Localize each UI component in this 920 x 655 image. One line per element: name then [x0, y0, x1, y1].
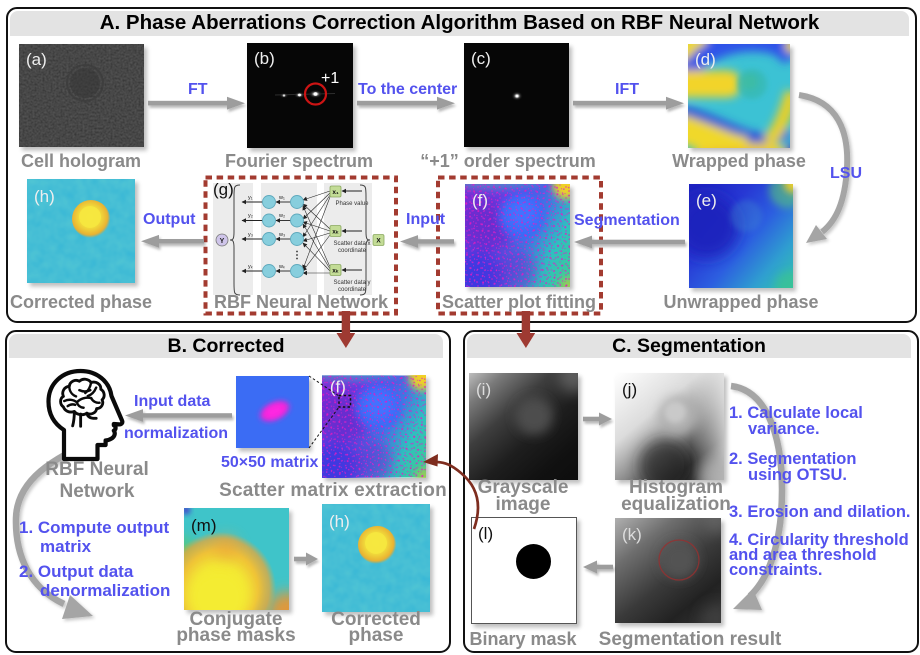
svg-text:(i): (i): [476, 380, 491, 399]
svg-text:X: X: [376, 238, 381, 245]
svg-text:y₁: y₁: [248, 195, 253, 201]
svg-text:(f): (f): [472, 191, 488, 210]
svg-text:Scatter data y: Scatter data y: [333, 280, 370, 286]
svg-text:w₂: w₂: [278, 213, 285, 219]
svg-text:(g): (g): [213, 180, 234, 199]
svg-text:(f): (f): [330, 377, 346, 396]
svg-text:(m): (m): [191, 516, 216, 535]
svg-text:w₁: w₁: [278, 195, 285, 201]
svg-text:(l): (l): [478, 524, 493, 543]
svg-text:+1: +1: [321, 70, 339, 87]
svg-text:y₃: y₃: [248, 232, 253, 238]
svg-text:xₖ: xₖ: [332, 229, 339, 236]
svg-text:(e): (e): [696, 191, 717, 210]
svg-text:(c): (c): [471, 49, 491, 68]
svg-text:(j): (j): [622, 380, 637, 399]
svg-text:(h): (h): [34, 187, 55, 206]
svg-text:coordinate: coordinate: [338, 248, 367, 254]
svg-text:(h): (h): [329, 512, 350, 531]
svg-text:wₖ: wₖ: [278, 264, 286, 270]
svg-text:Scatter data x: Scatter data x: [333, 241, 370, 247]
svg-text:x₁: x₁: [332, 189, 339, 196]
svg-text:xₖ: xₖ: [332, 268, 339, 275]
svg-text:w₃: w₃: [278, 232, 285, 238]
svg-text:⋮: ⋮: [292, 250, 302, 261]
svg-text:(b): (b): [254, 49, 275, 68]
svg-text:y₂: y₂: [248, 213, 253, 219]
svg-text:yₖ: yₖ: [248, 264, 254, 270]
svg-text:(d): (d): [695, 50, 716, 69]
svg-text:Y: Y: [220, 238, 225, 245]
svg-text:(a): (a): [26, 50, 47, 69]
svg-text:Phase value: Phase value: [335, 201, 369, 207]
svg-text:(k): (k): [622, 525, 642, 544]
